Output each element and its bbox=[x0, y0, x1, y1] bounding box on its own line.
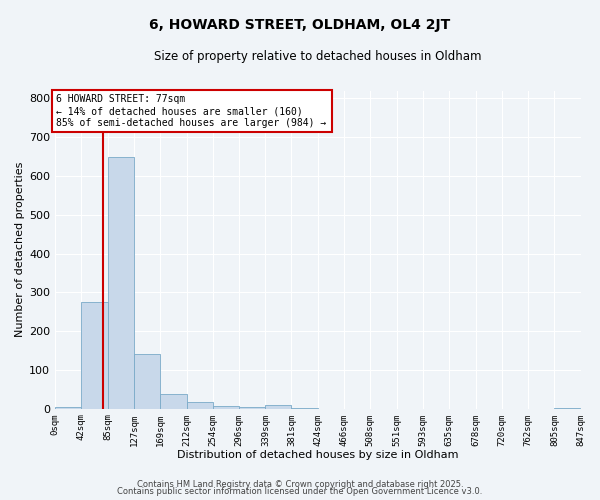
Bar bbox=[187, 402, 212, 408]
Text: Contains public sector information licensed under the Open Government Licence v3: Contains public sector information licen… bbox=[118, 488, 482, 496]
Bar bbox=[265, 405, 292, 408]
Text: 6 HOWARD STREET: 77sqm
← 14% of detached houses are smaller (160)
85% of semi-de: 6 HOWARD STREET: 77sqm ← 14% of detached… bbox=[56, 94, 326, 128]
Bar bbox=[239, 407, 265, 408]
Text: 6, HOWARD STREET, OLDHAM, OL4 2JT: 6, HOWARD STREET, OLDHAM, OL4 2JT bbox=[149, 18, 451, 32]
Bar bbox=[134, 354, 160, 408]
X-axis label: Distribution of detached houses by size in Oldham: Distribution of detached houses by size … bbox=[177, 450, 458, 460]
Bar bbox=[108, 158, 134, 408]
Bar bbox=[212, 406, 239, 408]
Y-axis label: Number of detached properties: Number of detached properties bbox=[15, 162, 25, 338]
Title: Size of property relative to detached houses in Oldham: Size of property relative to detached ho… bbox=[154, 50, 482, 63]
Bar bbox=[55, 407, 81, 408]
Bar bbox=[160, 394, 187, 408]
Bar bbox=[81, 302, 108, 408]
Text: Contains HM Land Registry data © Crown copyright and database right 2025.: Contains HM Land Registry data © Crown c… bbox=[137, 480, 463, 489]
